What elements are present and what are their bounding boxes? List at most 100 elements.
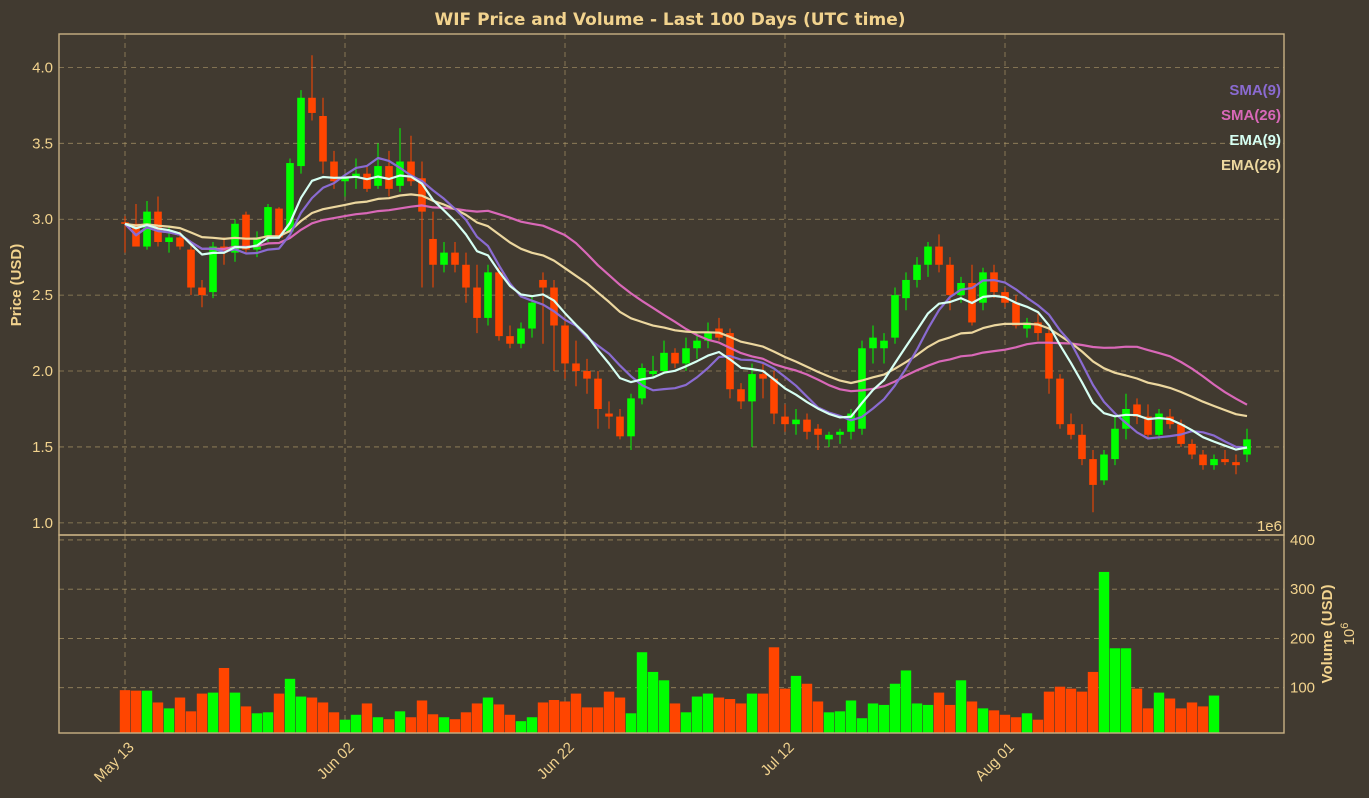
volume-bar bbox=[955, 680, 967, 733]
candle-body bbox=[979, 272, 987, 303]
candle-body bbox=[1089, 459, 1097, 485]
candle-body bbox=[946, 264, 954, 296]
candle-body bbox=[781, 416, 789, 425]
candle-body bbox=[638, 368, 646, 399]
volume-bar bbox=[999, 714, 1011, 733]
candle-body bbox=[165, 237, 173, 242]
candle-body bbox=[385, 166, 393, 189]
candle-body bbox=[990, 272, 998, 293]
candle-body bbox=[143, 211, 151, 247]
volume-bar bbox=[614, 697, 626, 733]
volume-bar bbox=[867, 703, 879, 733]
candle-body bbox=[286, 163, 294, 232]
candle-body bbox=[1023, 322, 1031, 329]
volume-bar bbox=[196, 693, 208, 733]
candle-body bbox=[330, 161, 338, 182]
price-tick-label: 2.5 bbox=[32, 287, 53, 304]
candle-body bbox=[616, 416, 624, 437]
sma9-line bbox=[124, 156, 1248, 449]
candle-body bbox=[1111, 428, 1119, 460]
moving-average-lines bbox=[124, 156, 1248, 451]
candle-body bbox=[429, 238, 437, 265]
candle-body bbox=[297, 97, 305, 167]
volume-bar bbox=[944, 704, 956, 733]
volume-bar bbox=[1043, 691, 1055, 733]
date-tick-label: Jun 02 bbox=[314, 739, 358, 783]
volume-bar bbox=[812, 701, 824, 733]
volume-bar bbox=[163, 708, 175, 733]
candle-body bbox=[770, 378, 778, 414]
volume-bar bbox=[1131, 688, 1143, 733]
volume-tick-label: 400 bbox=[1290, 532, 1315, 549]
volume-bar bbox=[394, 711, 406, 733]
candle-body bbox=[869, 337, 877, 349]
volume-bar bbox=[977, 708, 989, 733]
volume-unit-exponent: 6 bbox=[1339, 623, 1351, 629]
candle-body bbox=[209, 246, 217, 293]
candle-body bbox=[539, 279, 547, 288]
candle-body bbox=[935, 246, 943, 265]
volume-bar bbox=[361, 703, 373, 733]
volume-bar bbox=[152, 702, 164, 733]
volume-bar bbox=[504, 714, 516, 733]
candle-body bbox=[1034, 322, 1042, 334]
candle-body bbox=[825, 434, 833, 440]
volume-bar bbox=[119, 690, 131, 733]
candle-body bbox=[1122, 408, 1130, 429]
candle-body bbox=[176, 237, 184, 247]
volume-bar bbox=[911, 703, 923, 733]
candle-body bbox=[1078, 434, 1086, 460]
volume-tick-label: 200 bbox=[1290, 630, 1315, 647]
volume-bar bbox=[537, 702, 549, 733]
volume-bar bbox=[405, 717, 417, 733]
volume-bar bbox=[1164, 698, 1176, 733]
volume-bar bbox=[515, 721, 527, 733]
candle-body bbox=[902, 279, 910, 299]
volume-bar bbox=[350, 714, 362, 733]
candle-body bbox=[1133, 404, 1141, 417]
volume-bar bbox=[669, 703, 681, 733]
volume-bars bbox=[119, 571, 1220, 733]
volume-bar bbox=[636, 652, 648, 733]
candle-body bbox=[352, 173, 360, 177]
candle-body bbox=[704, 333, 712, 341]
volume-bar bbox=[317, 702, 329, 733]
candle-body bbox=[484, 272, 492, 318]
candle-body bbox=[1210, 459, 1218, 466]
volume-bar bbox=[174, 697, 186, 733]
legend-entry: SMA(26) bbox=[1221, 107, 1281, 124]
price-tick-label: 1.0 bbox=[32, 515, 53, 532]
candle-body bbox=[550, 287, 558, 326]
volume-bar bbox=[273, 693, 285, 733]
candle-body bbox=[462, 264, 470, 288]
volume-bar bbox=[592, 707, 604, 733]
volume-offset-label: 1e6 bbox=[1257, 518, 1282, 535]
volume-bar bbox=[328, 712, 340, 733]
candle-body bbox=[836, 431, 844, 435]
price-tick-label: 1.5 bbox=[32, 439, 53, 456]
ema9-line bbox=[124, 174, 1248, 451]
candle-body bbox=[682, 348, 690, 364]
volume-bar bbox=[240, 706, 252, 733]
date-tick-label: Jul 12 bbox=[757, 739, 797, 779]
volume-bar bbox=[834, 711, 846, 733]
candle-body bbox=[1045, 333, 1053, 379]
candle-body bbox=[517, 328, 525, 344]
volume-bar bbox=[526, 717, 538, 733]
volume-bar bbox=[757, 693, 769, 733]
volume-bar bbox=[460, 712, 472, 733]
indicator-legend: SMA(9) SMA(26) EMA(9) EMA(26) bbox=[1221, 82, 1281, 174]
volume-bar bbox=[988, 710, 1000, 733]
volume-bar bbox=[603, 691, 615, 733]
volume-bar bbox=[262, 712, 274, 733]
volume-bar bbox=[746, 693, 758, 733]
volume-y-ticks: 100 200 300 400 bbox=[1290, 532, 1315, 697]
volume-bar bbox=[680, 712, 692, 733]
volume-bar bbox=[482, 697, 494, 733]
volume-bar bbox=[1087, 671, 1099, 733]
volume-bar bbox=[625, 713, 637, 733]
date-tick-label: Jun 22 bbox=[534, 739, 578, 783]
volume-bar bbox=[922, 704, 934, 733]
volume-tick-label: 300 bbox=[1290, 581, 1315, 598]
